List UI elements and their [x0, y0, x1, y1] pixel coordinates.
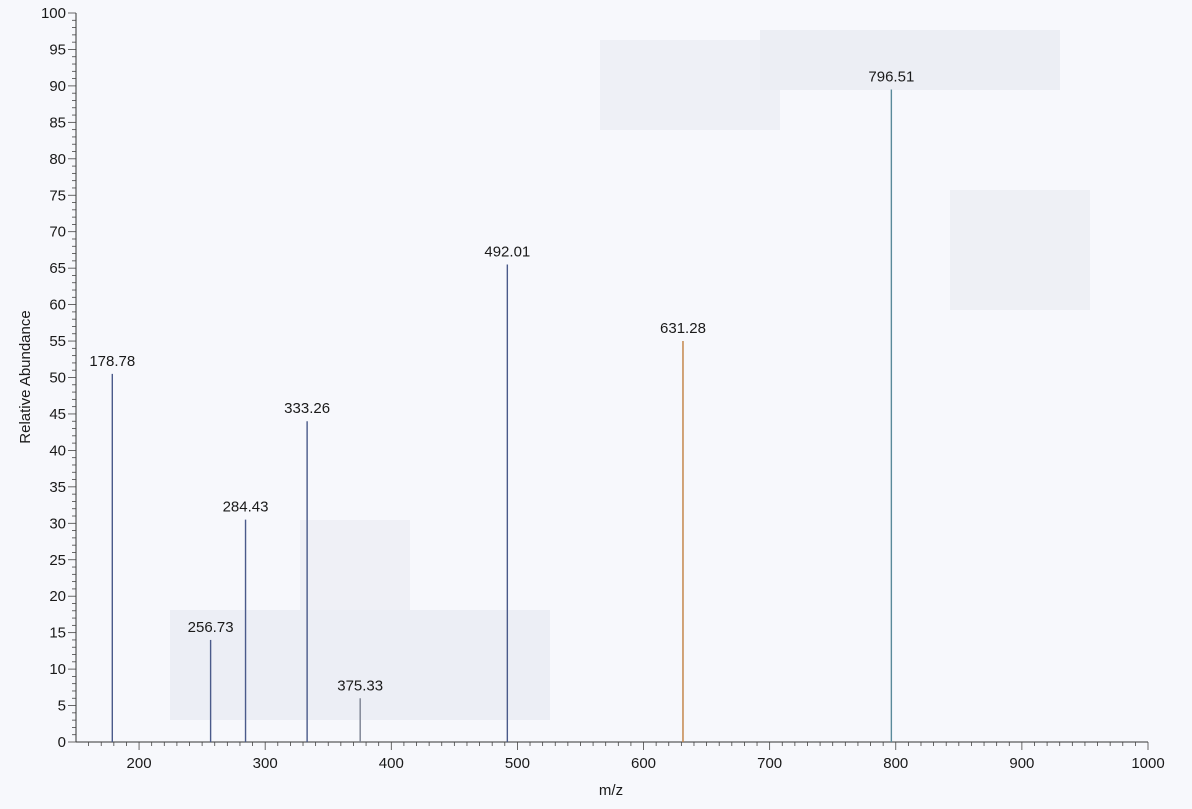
y-tick-label: 65 — [49, 260, 66, 277]
peak-label: 492.01 — [484, 244, 530, 261]
y-tick-label: 25 — [49, 552, 66, 569]
y-tick-label: 15 — [49, 625, 66, 642]
peak-label: 256.73 — [188, 619, 234, 636]
x-axis-title: m/z — [599, 782, 623, 799]
peak-label: 284.43 — [223, 499, 269, 516]
peak-label: 796.51 — [868, 69, 914, 86]
y-tick-label: 90 — [49, 78, 66, 95]
peak-labels: 178.78 256.73 284.43 333.26 375.33 492.01 631.… — [89, 69, 914, 695]
y-tick-label: 0 — [58, 734, 66, 751]
y-tick-label: 5 — [58, 698, 66, 715]
y-tick-label: 80 — [49, 151, 66, 168]
x-tick-label: 1000 — [1131, 755, 1164, 772]
y-tick-label: 95 — [49, 41, 66, 58]
x-tick-label: 400 — [379, 755, 404, 772]
x-tick-label: 700 — [757, 755, 782, 772]
y-axis-title: Relative Abundance — [17, 310, 34, 443]
spectrum-peaks — [111, 89, 893, 742]
peak-label: 631.28 — [660, 320, 706, 337]
x-tick-label: 500 — [505, 755, 530, 772]
x-tick-label: 200 — [127, 755, 152, 772]
y-tick-label: 30 — [49, 515, 66, 532]
x-tick-label: 300 — [253, 755, 278, 772]
peak-label: 375.33 — [337, 677, 383, 694]
y-tick-label: 20 — [49, 588, 66, 605]
x-tick-label: 800 — [883, 755, 908, 772]
x-tick-label: 900 — [1009, 755, 1034, 772]
y-tick-label: 40 — [49, 442, 66, 459]
y-tick-label: 75 — [49, 187, 66, 204]
y-tick-label: 35 — [49, 479, 66, 496]
y-tick-label: 85 — [49, 114, 66, 131]
y-tick-label: 10 — [49, 661, 66, 678]
peak-label: 333.26 — [284, 400, 330, 417]
x-tick-label: 600 — [631, 755, 656, 772]
y-tick-label: 60 — [49, 297, 66, 314]
y-tick-label: 100 — [41, 5, 66, 22]
peak-label: 178.78 — [89, 353, 135, 370]
y-tick-label: 70 — [49, 224, 66, 241]
y-tick-label: 45 — [49, 406, 66, 423]
y-tick-label: 50 — [49, 370, 66, 387]
y-tick-label: 55 — [49, 333, 66, 350]
axes: 0 5 10 15 20 25 30 35 40 45 50 55 60 65 70 75 80 85 90 95 10… — [41, 5, 1165, 772]
background-artifacts — [170, 30, 1090, 720]
